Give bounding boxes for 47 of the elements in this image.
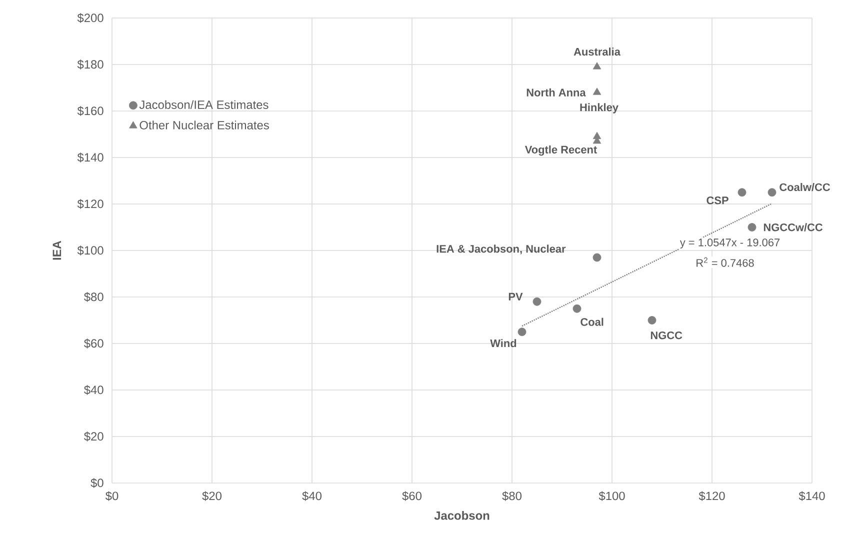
- point: [532, 297, 542, 306]
- point: [748, 223, 756, 232]
- annotation: IEA & Jacobson, Nuclear: [436, 244, 566, 254]
- point: [592, 88, 602, 95]
- y-tick-label: $100: [77, 246, 104, 256]
- x-tick-label: $140: [798, 491, 825, 501]
- annotation: North Anna: [526, 88, 586, 96]
- annotation: R$^{2}$ = 0.7468: [696, 257, 754, 267]
- annotation: CSP: [706, 196, 728, 204]
- annotation: Australia: [574, 48, 621, 56]
- point: [572, 304, 582, 313]
- legend-label: Other Nuclear Estimates: [140, 120, 269, 130]
- annotation: Coalw/CC: [780, 183, 830, 192]
- y-tick-label: $180: [77, 60, 104, 70]
- annotation: NGCC: [650, 331, 682, 340]
- y-axis-title: IEA: [52, 240, 62, 260]
- annotation: Vogtle Recent: [524, 145, 597, 156]
- y-tick-label: $160: [77, 106, 104, 116]
- y-tick-label: $80: [84, 292, 104, 302]
- y-tick-label: $60: [84, 338, 104, 348]
- y-tick-label: $0: [90, 478, 104, 488]
- point: [648, 316, 656, 324]
- x-tick-label: $120: [698, 491, 725, 501]
- annotation: NGCCw/CC: [764, 223, 823, 232]
- x-tick-label: $0: [105, 491, 118, 501]
- y-tick-label: $140: [77, 152, 104, 162]
- y-tick-label: $20: [84, 432, 104, 442]
- point: [518, 328, 526, 336]
- x-tick-label: $20: [202, 491, 222, 501]
- x-tick-label: $40: [302, 491, 322, 501]
- x-axis-title: Jacobson: [434, 511, 490, 520]
- x-tick-label: $60: [402, 491, 422, 501]
- y-tick-label: $40: [84, 385, 104, 395]
- x-tick-label: $80: [502, 491, 522, 501]
- y-tick-label: $200: [77, 13, 104, 23]
- point: [592, 253, 602, 262]
- annotation: Wind: [490, 339, 516, 348]
- annotation: Hinkley: [580, 103, 618, 114]
- y-tick-label: $120: [77, 199, 104, 209]
- point: [738, 188, 746, 197]
- annotation: Coal: [580, 318, 604, 326]
- legend-label: Jacobson/IEA Estimates: [139, 100, 268, 109]
- annotation: y = 1.0547x - 19.067: [680, 238, 780, 248]
- annotation: PV: [508, 292, 523, 300]
- point: [768, 188, 776, 197]
- point: [592, 62, 602, 70]
- x-tick-label: $100: [598, 491, 625, 501]
